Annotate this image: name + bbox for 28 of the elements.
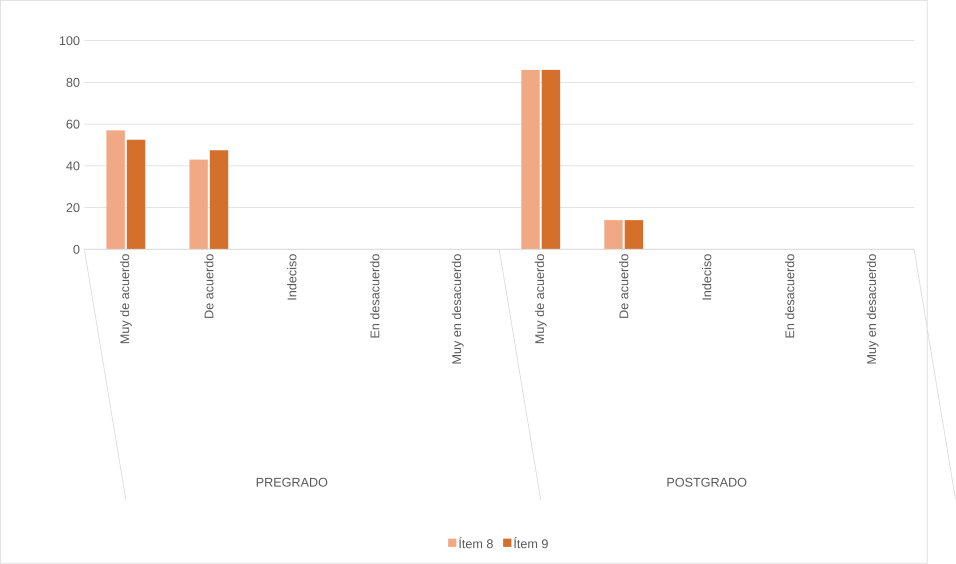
legend-label: Ítem 8 — [459, 537, 493, 548]
x-tick-label: Muy en desacuerdo — [866, 254, 879, 364]
bar — [604, 220, 623, 250]
y-tick-label: 40 — [66, 162, 80, 170]
x-tick-label: Muy de acuerdo — [120, 254, 132, 344]
y-tick-label: 80 — [66, 78, 80, 88]
bar — [106, 130, 125, 250]
x-tick-label: Muy en desacuerdo — [452, 254, 464, 364]
x-tick-label: Indeciso — [702, 254, 712, 300]
bar — [542, 70, 560, 250]
bar — [521, 70, 540, 250]
x-tick-label: Muy de acuerdo — [534, 254, 547, 344]
y-tick-label: 100 — [60, 36, 80, 46]
bar — [189, 160, 208, 250]
text: POSTGRADO — [667, 478, 746, 487]
y-tick-label: 60 — [66, 120, 80, 129]
text: PREGRADO — [256, 478, 328, 487]
y-tick-label: 0 — [73, 245, 80, 254]
x-tick-label: En desacuerdo — [785, 254, 794, 338]
x-tick-label: Indeciso — [287, 254, 296, 300]
bar — [210, 150, 228, 250]
x-tick-label: De acuerdo — [619, 254, 628, 318]
bar — [126, 140, 146, 250]
x-tick-label: En desacuerdo — [370, 254, 380, 338]
legend-label: Ítem 9 — [514, 537, 548, 548]
x-tick-label: De acuerdo — [204, 254, 214, 318]
y-tick-label: 20 — [66, 203, 80, 212]
bar — [624, 220, 644, 250]
